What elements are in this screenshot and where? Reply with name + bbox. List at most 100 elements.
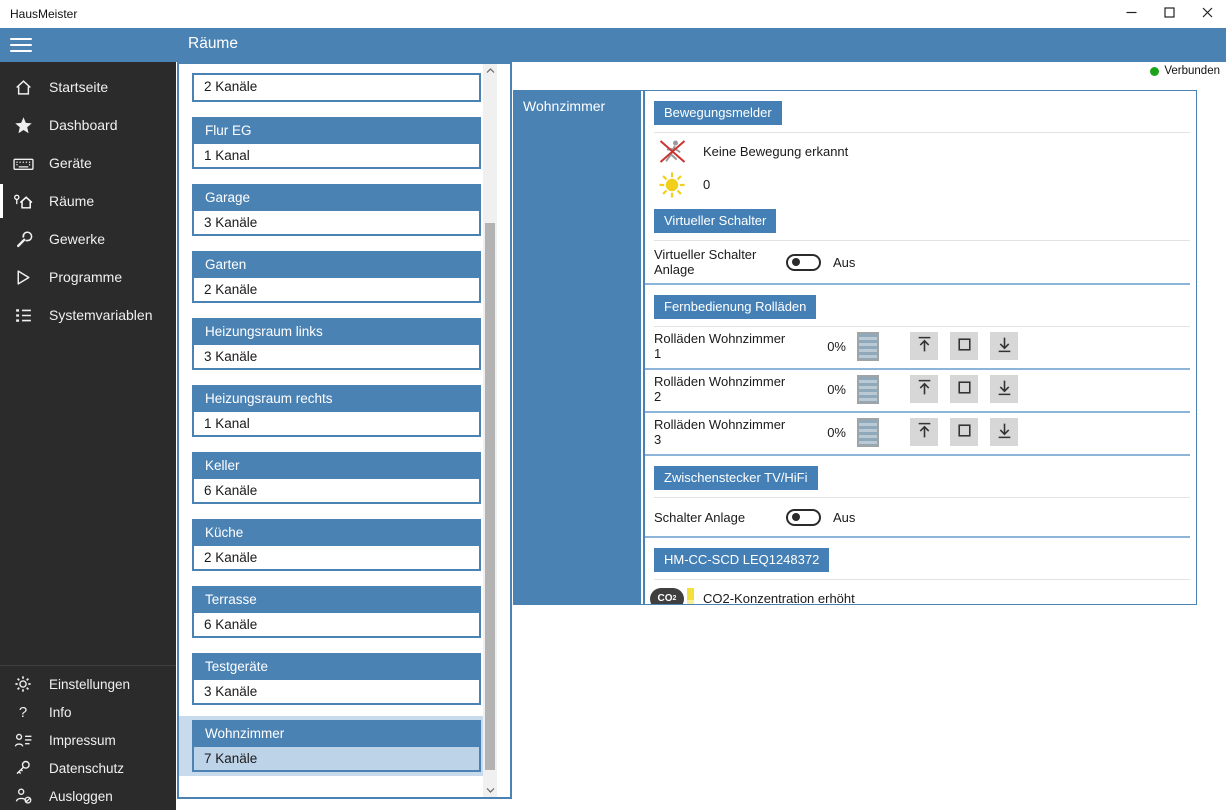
sidebar-item-label: Datenschutz [49,760,125,776]
room-name: Wohnzimmer [194,722,479,745]
sidebar-item-label: Systemvariablen [49,307,153,323]
toggle-label: Schalter Anlage [654,509,746,525]
room-name: Garten [194,253,479,276]
sidebar-item-programme[interactable]: Programme [0,258,176,296]
shutter-up-button[interactable] [910,375,938,403]
scroll-up-icon[interactable] [483,64,497,78]
device-badge[interactable]: HM-CC-SCD LEQ1248372 [654,548,830,572]
device-badge[interactable]: Bewegungsmelder [654,101,782,125]
sidebar-item-datenschutz[interactable]: Datenschutz [0,754,176,782]
room-detail-content: Bewegungsmelder Keine Bewegung erkannt 0 Vi… [643,91,1196,604]
scrollbar-thumb[interactable] [485,223,495,770]
sidebar-item-ausloggen[interactable]: Ausloggen [0,782,176,810]
shutter-down-button[interactable] [990,375,1018,403]
sidebar-item-r-ume[interactable]: Räume [0,182,176,220]
room-card-testger-te[interactable]: Testgeräte 3 Kanäle [192,653,481,705]
maximize-icon [1163,5,1175,23]
nav-sidebar: Startseite Dashboard Geräte Räume Gewerke Pro… [0,62,176,810]
device-badge[interactable]: Fernbedienung Rolläden [654,295,817,319]
maximize-button[interactable] [1150,0,1188,28]
minimize-button[interactable] [1112,0,1150,28]
close-button[interactable] [1188,0,1226,28]
toggle-switch[interactable] [786,253,821,271]
sidebar-item-info[interactable]: ? Info [0,698,176,726]
room-card-wohnzimmer[interactable]: Wohnzimmer 7 Kanäle [192,720,481,772]
toggle-knob [792,258,800,266]
shutter-up-icon [915,421,934,443]
shutter-stop-button[interactable] [950,332,978,360]
shutter-stop-button[interactable] [950,418,978,446]
sidebar-item-einstellungen[interactable]: Einstellungen [0,670,176,698]
sidebar-item-label: Dashboard [49,117,118,133]
room-channels: 6 Kanäle [194,611,479,636]
room-channels: 7 Kanäle [194,745,479,770]
sidebar-item-label: Einstellungen [49,676,131,692]
shutter-stop-icon [955,421,974,443]
window-title: HausMeister [10,7,78,21]
shutter-up-button[interactable] [910,332,938,360]
shutter-label: Rolläden Wohnzimmer 2 [654,374,786,404]
room-list-scrollbar[interactable] [483,64,497,797]
room-card-k-che[interactable]: Küche 2 Kanäle [192,519,481,571]
key-icon [12,759,34,777]
sidebar-item-impressum[interactable]: Impressum [0,726,176,754]
sidebar-item-systemvariablen[interactable]: Systemvariablen [0,296,176,334]
room-detail-title: Wohnzimmer [514,91,641,604]
status-row: Keine Bewegung erkannt [654,137,1190,166]
toggle-label: Virtueller Schalter Anlage [654,247,757,277]
shutter-up-button[interactable] [910,418,938,446]
room-channels: 2 Kanäle [194,544,479,569]
room-channels: 1 Kanal [194,410,479,435]
shutter-label: Rolläden Wohnzimmer 3 [654,417,786,447]
room-card-heizungsraum-links[interactable]: Heizungsraum links 3 Kanäle [192,318,481,370]
room-detail-panel: Wohnzimmer Bewegungsmelder Keine Bewegung… [513,90,1197,605]
window-controls [1112,0,1226,28]
room-card-flur-eg[interactable]: Flur EG 1 Kanal [192,117,481,169]
shutter-label: Rolläden Wohnzimmer 1 [654,331,786,361]
shutter-down-button[interactable] [990,418,1018,446]
sidebar-item-startseite[interactable]: Startseite [0,68,176,106]
separator [645,368,1190,370]
sun-icon [654,171,690,199]
status-row: 0 [654,170,1190,199]
room-channels: 2 Kanäle [194,276,479,301]
room-card-garten[interactable]: Garten 2 Kanäle [192,251,481,303]
shutter-stop-button[interactable] [950,375,978,403]
shutter-row: Rolläden Wohnzimmer 2 0% [654,370,1190,408]
contact-icon [12,732,34,749]
room-name: Terrasse [194,588,479,611]
title-bar: HausMeister [0,0,1226,28]
scroll-down-icon[interactable] [483,783,497,797]
room-card-heizungsraum-rechts[interactable]: Heizungsraum rechts 1 Kanal [192,385,481,437]
page-title: Räume [188,35,238,52]
co2-icon: CO 2 [650,587,694,604]
shutter-up-icon [915,378,934,400]
room-name: Testgeräte [194,655,479,678]
device-badge[interactable]: Virtueller Schalter [654,209,777,233]
room-name: Flur EG [194,119,479,142]
separator [645,454,1190,456]
status-label: 0 [703,177,711,192]
nav-footer-group: Einstellungen ? Info Impressum Datenschutz Au… [0,665,176,810]
sidebar-item-label: Impressum [49,732,116,748]
status-row: CO 2 CO2-Konzentration erhöht [650,584,1190,604]
separator [654,579,1190,580]
device-badge[interactable]: Zwischenstecker TV/HiFi [654,466,818,490]
hamburger-icon[interactable] [9,36,33,54]
sidebar-item-label: Geräte [49,155,92,171]
sidebar-item-dashboard[interactable]: Dashboard [0,106,176,144]
room-card-partial[interactable]: 2 Kanäle [192,73,481,102]
keyboard-icon [12,154,34,173]
shutter-down-button[interactable] [990,332,1018,360]
room-channels: 3 Kanäle [194,343,479,368]
sidebar-item-label: Programme [49,269,123,285]
sidebar-item-label: Info [49,704,72,720]
sidebar-item-gewerke[interactable]: Gewerke [0,220,176,258]
sidebar-item-ger-te[interactable]: Geräte [0,144,176,182]
room-card-garage[interactable]: Garage 3 Kanäle [192,184,481,236]
room-card-terrasse[interactable]: Terrasse 6 Kanäle [192,586,481,638]
toggle-state-label: Aus [833,254,856,270]
separator [645,536,1190,538]
room-card-keller[interactable]: Keller 6 Kanäle [192,452,481,504]
toggle-switch[interactable] [786,508,821,526]
